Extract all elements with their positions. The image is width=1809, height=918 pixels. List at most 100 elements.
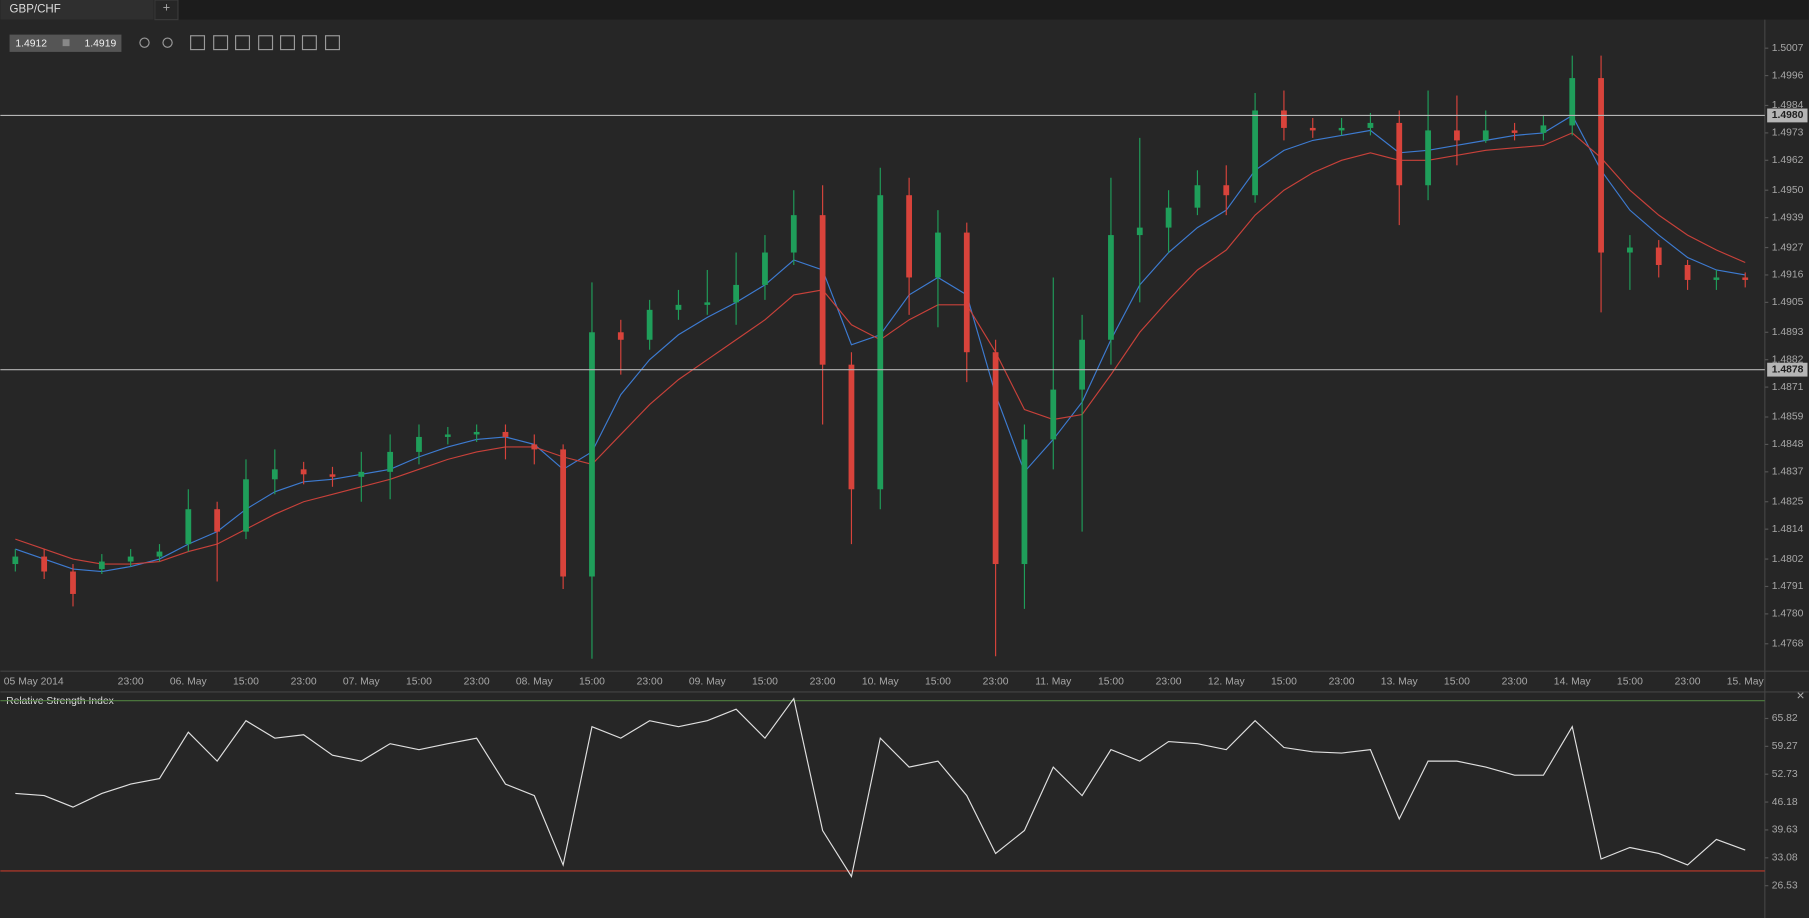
candle-body: [1367, 122, 1374, 128]
candle-body: [12, 556, 19, 565]
candle-body: [271, 469, 278, 480]
candle-body: [41, 556, 48, 572]
y-tick-label: 1.4962: [1772, 155, 1804, 166]
pen-button[interactable]: [324, 35, 340, 51]
quote-separator: [62, 39, 70, 47]
x-tick-label: 23:00: [464, 676, 490, 687]
candle-body: [1194, 185, 1201, 208]
y-tick-label: 1.4893: [1772, 327, 1804, 338]
y-tick-label: 65.82: [1772, 713, 1798, 724]
y-tick-label: 26.53: [1772, 880, 1798, 891]
candle-body: [1281, 110, 1287, 128]
x-tick-label: 23:00: [1156, 676, 1182, 687]
candle-body: [1050, 389, 1057, 440]
y-tick-label: 1.4768: [1772, 639, 1804, 650]
y-tick-label: 33.08: [1772, 853, 1798, 864]
candle-body: [156, 551, 163, 557]
candle-body: [1136, 227, 1143, 236]
candle-body: [1108, 235, 1114, 340]
candle-body: [444, 434, 451, 437]
candle-body: [70, 571, 76, 594]
y-tick-label: 46.18: [1772, 797, 1798, 808]
period-button[interactable]: [190, 35, 206, 51]
tab[interactable]: [0, 0, 154, 20]
x-tick-label: 11. May: [1035, 676, 1072, 687]
template-button[interactable]: [280, 35, 295, 51]
x-tick-label: 15:00: [406, 676, 432, 687]
candle-body: [1742, 277, 1749, 280]
x-tick-label: 06. May: [170, 676, 208, 687]
candle-body: [243, 479, 249, 532]
candle-body: [473, 431, 480, 435]
price-level-box: [1767, 108, 1808, 123]
y-tick-label: 1.4802: [1772, 554, 1804, 565]
candle-body: [646, 309, 653, 340]
y-tick-label: 1.4882: [1772, 354, 1804, 365]
x-tick-label: 23:00: [1675, 676, 1701, 687]
candle-body: [790, 215, 797, 253]
rsi-title: Relative Strength Index: [6, 696, 115, 707]
settings-button[interactable]: [258, 35, 274, 51]
x-tick-label: 08. May: [516, 676, 554, 687]
price-level-label: 1.4980: [1772, 110, 1804, 121]
x-tick-label: 15. May: [1727, 676, 1765, 687]
candle-body: [531, 444, 538, 450]
x-tick-label: 23:00: [983, 676, 1009, 687]
ask-price: 1.4919: [85, 39, 117, 50]
bid-price: 1.4912: [15, 39, 47, 50]
close-panel[interactable]: ×: [1797, 687, 1805, 703]
zoom-out[interactable]: [139, 37, 150, 48]
y-tick-label: 1.4973: [1772, 128, 1804, 139]
candle-body: [185, 509, 192, 545]
y-tick-label: 59.27: [1772, 741, 1798, 752]
candle-body: [733, 284, 740, 303]
draw-button[interactable]: [301, 35, 317, 51]
candle-body: [329, 474, 336, 477]
candle-body: [1598, 78, 1604, 253]
indicators-button[interactable]: [235, 35, 251, 51]
candle-body: [1396, 122, 1403, 186]
candle-body: [1655, 247, 1662, 265]
candle-body: [1021, 439, 1028, 565]
candle-body: [1223, 185, 1230, 196]
x-tick-label: 23:00: [118, 676, 144, 687]
candle-body: [1165, 207, 1172, 228]
x-tick-label: 15:00: [1617, 676, 1643, 687]
x-tick-label: 09. May: [689, 676, 727, 687]
price-level-label: 1.4878: [1772, 364, 1804, 375]
x-tick-label: 23:00: [637, 676, 663, 687]
y-tick-label: 1.4859: [1772, 412, 1804, 423]
y-tick-label: 1.5007: [1772, 43, 1804, 54]
candle-body: [1569, 78, 1576, 126]
x-tick-label: 15:00: [233, 676, 259, 687]
candle-body: [675, 304, 682, 310]
x-tick-label: 23:00: [291, 676, 317, 687]
candle-body: [992, 352, 999, 565]
candle-body: [358, 471, 365, 477]
tab-title: GBP/CHF: [10, 3, 61, 15]
new-tab-button[interactable]: [154, 0, 179, 21]
y-tick-label: 52.73: [1772, 769, 1798, 780]
price-level-box: [1767, 362, 1808, 377]
candle-body: [906, 195, 912, 278]
y-tick-label: 1.4848: [1772, 439, 1804, 450]
x-tick-label: 15:00: [1444, 676, 1470, 687]
chart-type-button[interactable]: [213, 35, 229, 51]
candle-body: [877, 195, 884, 490]
candle-body: [1079, 339, 1085, 390]
x-tick-label: 10. May: [862, 676, 900, 687]
zoom-in[interactable]: [162, 37, 173, 48]
y-tick-label: 1.4825: [1772, 496, 1804, 507]
candle-body: [387, 451, 394, 472]
y-tick-label: 1.4950: [1772, 185, 1804, 196]
candle-body: [1252, 110, 1258, 196]
tab-bar: [0, 0, 1809, 20]
candle-body: [935, 232, 941, 278]
x-tick-label: 23:00: [810, 676, 836, 687]
x-tick-label: 12. May: [1208, 676, 1246, 687]
candle-body: [127, 556, 134, 562]
candle-body: [762, 252, 768, 285]
candle-body: [1540, 125, 1547, 133]
x-tick-label: 15:00: [1098, 676, 1124, 687]
